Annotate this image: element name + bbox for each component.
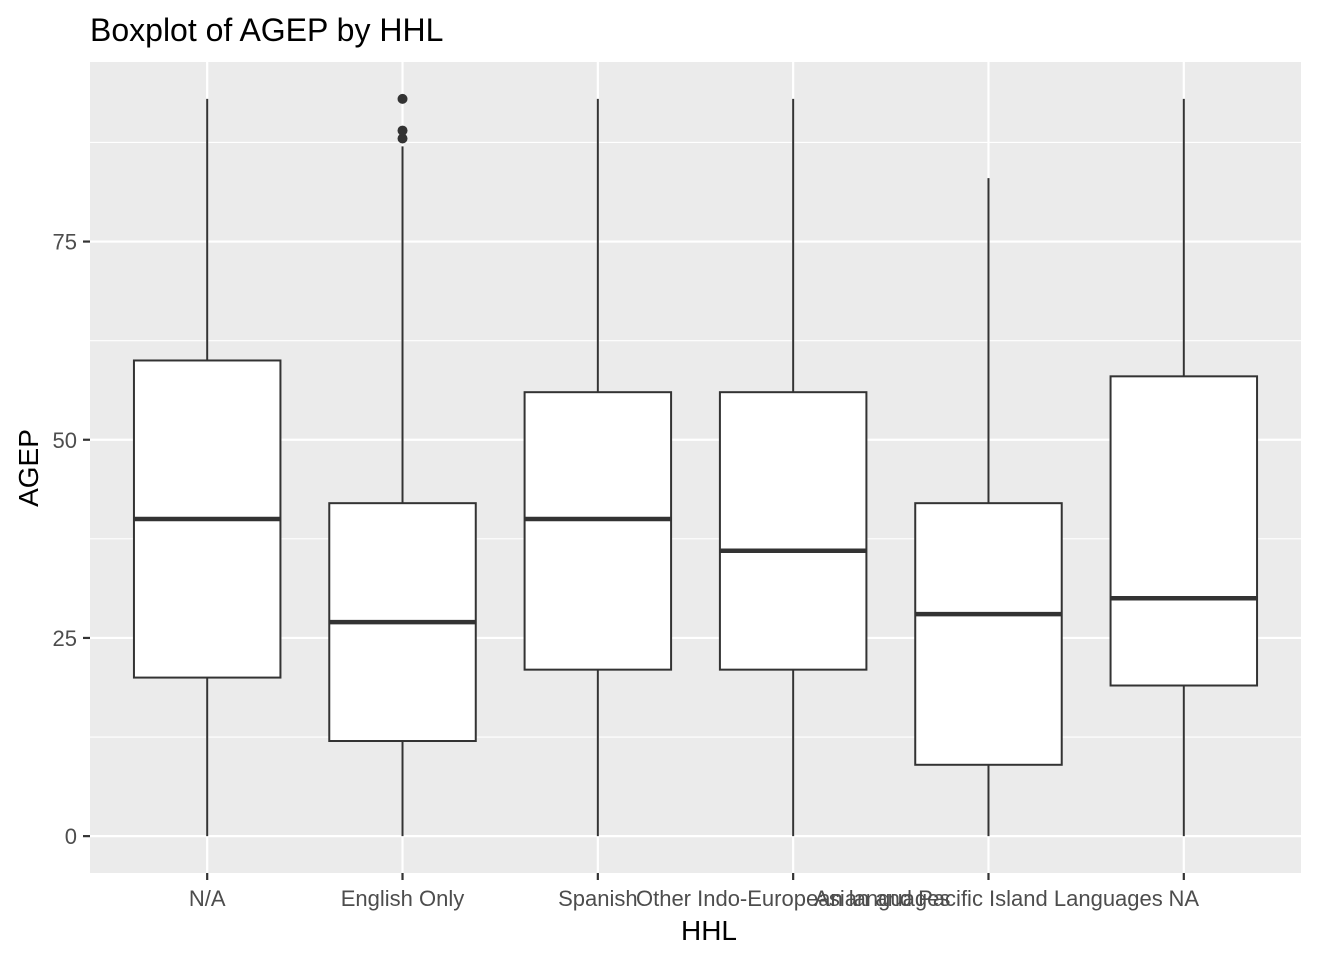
plot-panel — [90, 62, 1301, 873]
box-2 — [523, 98, 673, 837]
minor-gridlines — [90, 141, 1301, 738]
x-tick-label: NA — [1169, 886, 1200, 911]
y-axis-title: AGEP — [13, 429, 44, 507]
box-3 — [718, 98, 868, 837]
x-tick-label: Other Indo-European languages — [636, 886, 950, 911]
x-tick-label: Spanish — [558, 886, 638, 911]
x-tick-label: English Only — [341, 886, 465, 911]
outlier-point — [397, 125, 408, 136]
chart-title: Boxplot of AGEP by HHL — [90, 12, 443, 48]
y-axis: 0 25 50 75 — [53, 230, 90, 849]
box-iqr — [718, 391, 868, 671]
box-0 — [132, 98, 282, 837]
outlier-point — [397, 133, 408, 144]
box-iqr — [1109, 375, 1259, 687]
y-tick-label: 0 — [65, 824, 77, 849]
x-axis-title: HHL — [681, 915, 737, 946]
x-tick-label: Asian and Pacific Island Languages — [814, 886, 1163, 911]
box-iqr — [914, 502, 1063, 766]
box-iqr — [523, 391, 673, 671]
outlier-point — [397, 93, 408, 104]
boxes-layer — [132, 93, 1259, 837]
x-tick-label: N/A — [189, 886, 226, 911]
y-tick-label: 75 — [53, 230, 77, 255]
box-5 — [1109, 98, 1259, 837]
y-tick-label: 50 — [53, 428, 77, 453]
y-tick-label: 25 — [53, 626, 77, 651]
box-1 — [328, 93, 477, 837]
box-4 — [914, 178, 1063, 837]
